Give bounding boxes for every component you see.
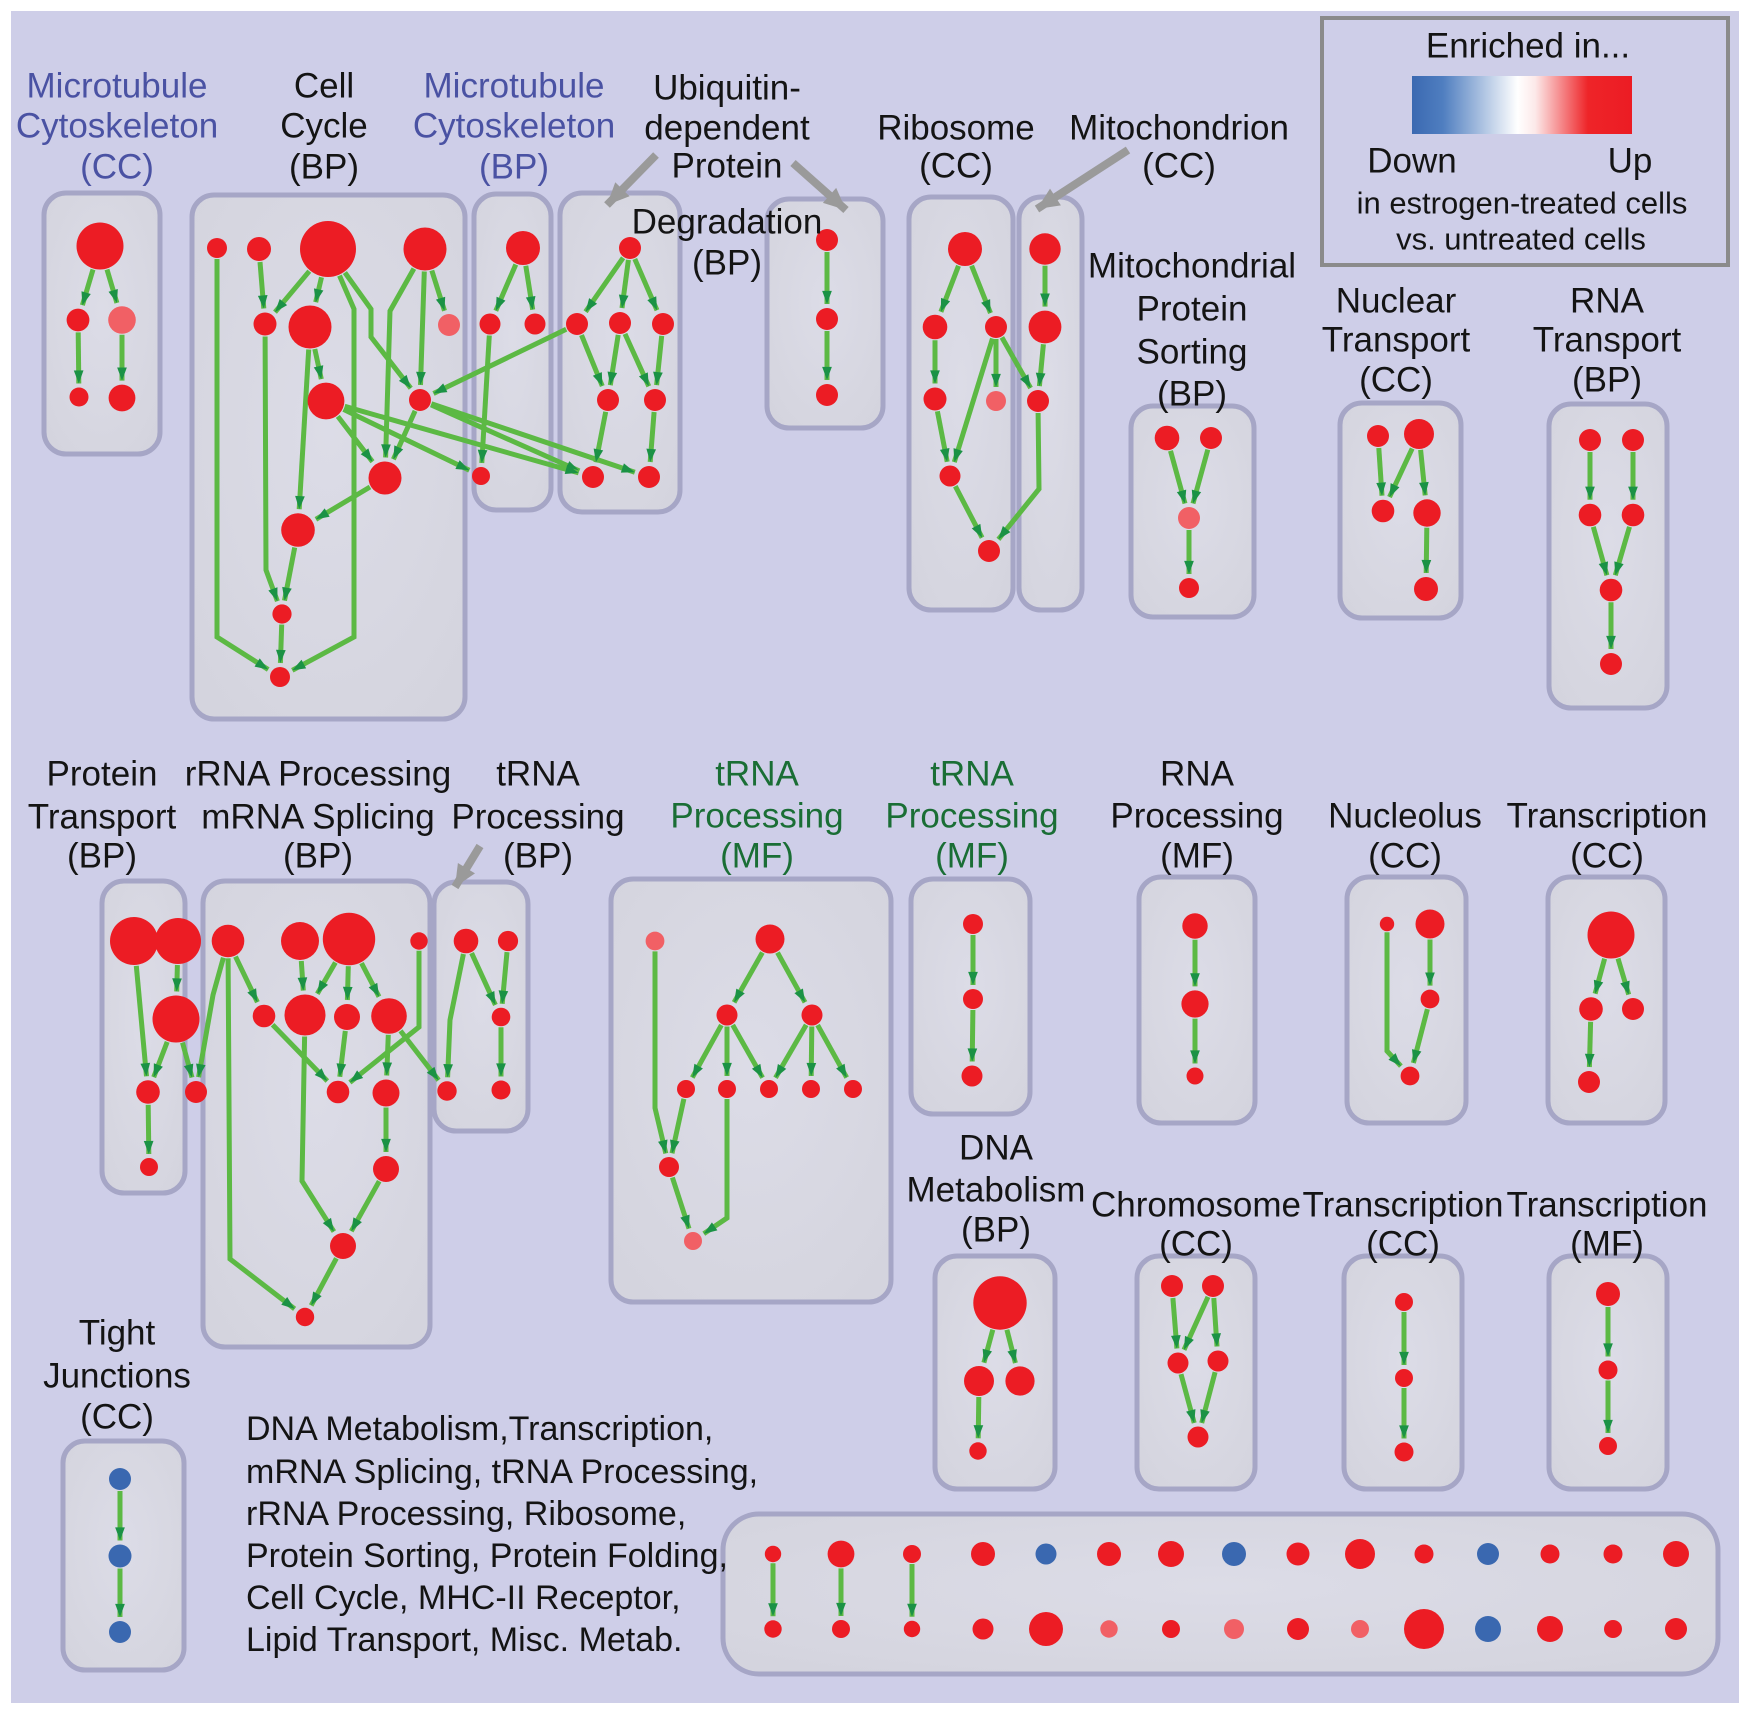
svg-text:Nucleolus: Nucleolus bbox=[1328, 797, 1482, 836]
svg-text:tRNA: tRNA bbox=[496, 755, 580, 794]
svg-text:mRNA Splicing, tRNA Processing: mRNA Splicing, tRNA Processing, bbox=[246, 1453, 758, 1491]
svg-text:Protein Sorting, Protein Foldi: Protein Sorting, Protein Folding, bbox=[246, 1537, 728, 1575]
svg-text:Transport: Transport bbox=[1533, 321, 1682, 360]
svg-text:Ribosome: Ribosome bbox=[877, 109, 1035, 148]
svg-text:DNA Metabolism,Transcription,: DNA Metabolism,Transcription, bbox=[246, 1410, 713, 1448]
svg-text:DNA: DNA bbox=[959, 1129, 1034, 1168]
svg-text:Transport: Transport bbox=[28, 798, 177, 837]
svg-text:(CC): (CC) bbox=[1366, 1225, 1440, 1264]
svg-text:Transcription: Transcription bbox=[1303, 1186, 1504, 1225]
svg-text:Transcription: Transcription bbox=[1507, 797, 1708, 836]
svg-text:RNA: RNA bbox=[1160, 755, 1235, 794]
svg-text:mRNA Splicing: mRNA Splicing bbox=[201, 798, 434, 837]
svg-text:Tight: Tight bbox=[79, 1314, 156, 1353]
svg-text:tRNA: tRNA bbox=[715, 755, 799, 794]
svg-text:Mitochondrion: Mitochondrion bbox=[1069, 109, 1289, 148]
svg-text:(CC): (CC) bbox=[80, 148, 154, 187]
svg-text:Lipid Transport, Misc. Metab.: Lipid Transport, Misc. Metab. bbox=[246, 1621, 683, 1659]
svg-text:Protein: Protein bbox=[47, 755, 158, 794]
svg-text:Transcription: Transcription bbox=[1507, 1186, 1708, 1225]
svg-text:rRNA Processing: rRNA Processing bbox=[185, 755, 451, 794]
svg-text:Chromosome: Chromosome bbox=[1091, 1186, 1301, 1225]
svg-text:Processing: Processing bbox=[885, 797, 1058, 836]
svg-text:(CC): (CC) bbox=[1570, 837, 1644, 876]
svg-text:Processing: Processing bbox=[1110, 797, 1283, 836]
svg-text:(BP): (BP) bbox=[961, 1211, 1031, 1250]
svg-text:(BP): (BP) bbox=[1572, 361, 1642, 400]
svg-text:Processing: Processing bbox=[670, 797, 843, 836]
svg-text:Ubiquitin-: Ubiquitin- bbox=[653, 69, 801, 108]
svg-text:tRNA: tRNA bbox=[930, 755, 1014, 794]
svg-text:(CC): (CC) bbox=[1359, 361, 1433, 400]
svg-text:Degradation: Degradation bbox=[632, 203, 823, 242]
svg-text:(CC): (CC) bbox=[80, 1398, 154, 1437]
svg-text:rRNA Processing, Ribosome,: rRNA Processing, Ribosome, bbox=[246, 1495, 686, 1533]
svg-text:Microtubule: Microtubule bbox=[27, 67, 208, 106]
svg-text:Cell: Cell bbox=[294, 67, 354, 106]
svg-text:(CC): (CC) bbox=[1159, 1225, 1233, 1264]
svg-text:(BP): (BP) bbox=[1157, 375, 1227, 414]
svg-text:(BP): (BP) bbox=[289, 148, 359, 187]
svg-text:Cycle: Cycle bbox=[280, 107, 368, 146]
svg-text:Down: Down bbox=[1367, 142, 1456, 181]
svg-text:Metabolism: Metabolism bbox=[907, 1171, 1086, 1210]
svg-text:(CC): (CC) bbox=[919, 147, 993, 186]
svg-text:RNA: RNA bbox=[1570, 282, 1645, 321]
svg-text:in estrogen-treated cells: in estrogen-treated cells bbox=[1357, 186, 1688, 221]
svg-text:(BP): (BP) bbox=[692, 244, 762, 283]
svg-text:(CC): (CC) bbox=[1368, 837, 1442, 876]
svg-text:dependent: dependent bbox=[644, 109, 810, 148]
svg-text:Up: Up bbox=[1608, 142, 1653, 181]
svg-text:Protein: Protein bbox=[672, 147, 783, 186]
svg-text:Cell Cycle, MHC-II Receptor,: Cell Cycle, MHC-II Receptor, bbox=[246, 1579, 681, 1617]
svg-text:vs. untreated cells: vs. untreated cells bbox=[1396, 222, 1646, 257]
svg-text:(BP): (BP) bbox=[283, 837, 353, 876]
svg-text:Microtubule: Microtubule bbox=[424, 67, 605, 106]
svg-text:Junctions: Junctions bbox=[43, 1357, 191, 1396]
svg-text:Mitochondrial: Mitochondrial bbox=[1088, 247, 1296, 286]
svg-text:(MF): (MF) bbox=[1160, 837, 1234, 876]
svg-text:Cytoskeleton: Cytoskeleton bbox=[16, 107, 218, 146]
svg-text:(BP): (BP) bbox=[67, 837, 137, 876]
svg-text:(MF): (MF) bbox=[1570, 1225, 1644, 1264]
svg-text:Processing: Processing bbox=[451, 798, 624, 837]
svg-text:(CC): (CC) bbox=[1142, 147, 1216, 186]
svg-text:Nuclear: Nuclear bbox=[1336, 282, 1457, 321]
svg-text:Enriched in...: Enriched in... bbox=[1426, 27, 1630, 66]
svg-text:Sorting: Sorting bbox=[1137, 333, 1248, 372]
svg-text:(BP): (BP) bbox=[479, 148, 549, 187]
svg-text:Transport: Transport bbox=[1322, 321, 1471, 360]
svg-text:Cytoskeleton: Cytoskeleton bbox=[413, 107, 615, 146]
svg-text:Protein: Protein bbox=[1137, 290, 1248, 329]
svg-text:(MF): (MF) bbox=[720, 837, 794, 876]
svg-text:(BP): (BP) bbox=[503, 837, 573, 876]
svg-text:(MF): (MF) bbox=[935, 837, 1009, 876]
